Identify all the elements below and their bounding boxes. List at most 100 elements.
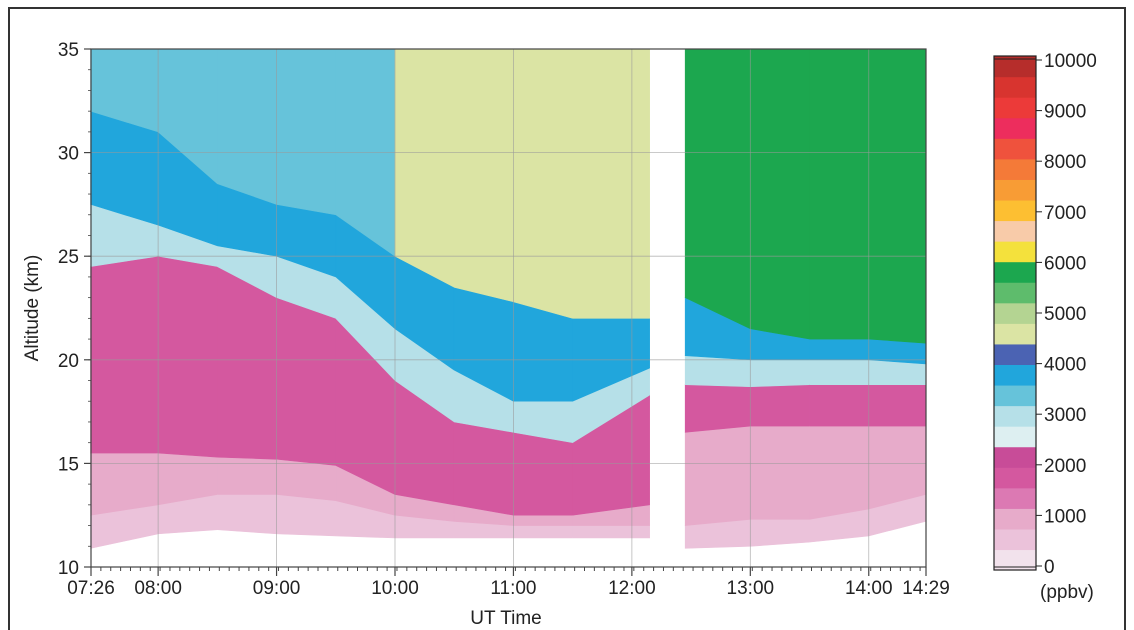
ozone-band-cell — [684, 355, 751, 388]
colorbar-tick-label: 0 — [1044, 557, 1055, 578]
ozone-band-cell — [809, 338, 870, 361]
colorbar-swatch — [994, 405, 1036, 427]
ozone-band-cell — [217, 266, 277, 460]
colorbar-swatch — [994, 179, 1036, 201]
colorbar-swatch — [994, 261, 1036, 283]
colorbar-swatch — [994, 446, 1036, 468]
colorbar: 1000090008000700060005000400030002000100… — [993, 51, 1097, 578]
ozone-band-cell — [513, 431, 573, 516]
colorbar-swatch — [994, 97, 1036, 119]
colorbar-tick-label: 1000 — [1044, 506, 1086, 527]
ozone-band-cell — [572, 537, 650, 568]
x-tick-label: 09:00 — [253, 578, 301, 599]
x-tick-label: 07:26 — [67, 578, 115, 599]
ozone-band-cell — [809, 48, 870, 340]
colorbar-tick-label: 2000 — [1044, 456, 1086, 477]
colorbar-unit: (ppbv) — [1040, 582, 1094, 603]
colorbar-swatch — [994, 158, 1036, 180]
colorbar-tick-label: 4000 — [1044, 355, 1086, 376]
colorbar-tick-label: 9000 — [1044, 102, 1086, 123]
colorbar-swatch — [994, 467, 1036, 489]
colorbar-swatch — [994, 138, 1036, 160]
ozone-band-cell — [809, 425, 870, 520]
ozone-band-cell — [750, 359, 810, 388]
x-tick-label: 11:00 — [490, 578, 536, 599]
x-tick-label: 10:00 — [371, 578, 419, 599]
x-axis: 07:26 08:00 09:00 10:00 11:00 12:00 13:00 14:00… — [67, 567, 950, 599]
colorbar-swatch — [994, 549, 1036, 571]
colorbar-swatch — [994, 426, 1036, 448]
ozone-band-cell — [276, 458, 337, 502]
colorbar-swatch — [994, 508, 1036, 530]
ozone-band-cell — [868, 384, 926, 427]
ozone-band-cell — [513, 525, 573, 539]
ozone-band-cell — [217, 48, 277, 205]
y-tick-label: 15 — [58, 454, 79, 475]
colorbar-tick-label: 8000 — [1044, 152, 1086, 173]
ozone-band-cell — [868, 425, 926, 510]
ozone-band-cell — [453, 421, 514, 516]
ozone-band-cell — [684, 48, 751, 330]
ozone-band-cell — [90, 255, 159, 454]
x-tick-label: 13:00 — [727, 578, 775, 599]
ozone-band-cell — [394, 537, 455, 568]
ozone-band-cell — [157, 255, 218, 458]
grid — [91, 49, 926, 567]
ozone-band-cell — [217, 494, 277, 535]
ozone-band-cell — [750, 425, 810, 520]
colorbar-tick-label: 3000 — [1044, 405, 1086, 426]
ozone-band-cell — [276, 48, 337, 216]
y-tick-label: 25 — [58, 247, 79, 268]
ozone-band-cell — [572, 525, 650, 539]
x-axis-title: UT Time — [470, 608, 541, 629]
ozone-band-cell — [750, 48, 810, 340]
colorbar-swatch — [994, 302, 1036, 324]
ozone-band-cell — [868, 48, 926, 344]
colorbar-swatch — [994, 343, 1036, 365]
ozone-band-cell — [217, 529, 277, 568]
plot-frame — [90, 48, 927, 568]
ozone-band-cell — [217, 456, 277, 495]
y-tick-label: 10 — [58, 558, 79, 579]
ozone-band-cell — [394, 48, 455, 288]
colorbar-tick-label: 6000 — [1044, 253, 1086, 274]
ozone-band-cell — [750, 519, 810, 547]
colorbar-tick-label: 5000 — [1044, 304, 1086, 325]
colorbar-swatch — [994, 528, 1036, 551]
ozone-band-cell — [513, 537, 573, 568]
colorbar-swatch — [994, 241, 1036, 263]
y-tick-label: 30 — [58, 144, 79, 165]
colorbar-swatch — [994, 117, 1036, 139]
colorbar-swatch — [994, 56, 1036, 78]
colorbar-swatch — [994, 487, 1036, 509]
colorbar-swatch — [994, 76, 1036, 98]
plot-area — [90, 48, 926, 568]
ozone-band-cell — [276, 533, 337, 568]
x-tick-label: 14:29 — [902, 578, 950, 599]
ozone-band-cell — [90, 452, 159, 516]
ozone-band-cell — [684, 545, 751, 568]
ozone-band-cell — [809, 384, 870, 427]
y-tick-label: 35 — [58, 40, 79, 61]
y-axis-title: Altitude (km) — [22, 255, 43, 362]
x-tick-label: 08:00 — [134, 578, 182, 599]
colorbar-swatch — [994, 364, 1036, 386]
colorbar-tick-label: 7000 — [1044, 203, 1086, 224]
colorbar-swatch — [994, 384, 1036, 407]
ozone-band-cell — [750, 384, 810, 427]
ozone-band-cell — [572, 48, 650, 319]
ozone-band-cell — [276, 494, 337, 537]
ozone-band-cell — [513, 301, 573, 402]
x-tick-label: 14:00 — [845, 578, 893, 599]
x-tick-label: 12:00 — [608, 578, 656, 599]
colorbar-tick-label: 10000 — [1044, 51, 1097, 72]
ozone-band-cell — [453, 48, 514, 303]
ozone-band-cell — [453, 537, 514, 568]
colorbar-swatch — [994, 323, 1036, 345]
ozone-band-cell — [513, 48, 573, 319]
y-axis: 10 15 20 25 30 35 — [58, 40, 91, 579]
ozone-band-cell — [684, 384, 751, 433]
ozone-band-cell — [513, 514, 573, 526]
ozone-band-cell — [684, 425, 751, 526]
